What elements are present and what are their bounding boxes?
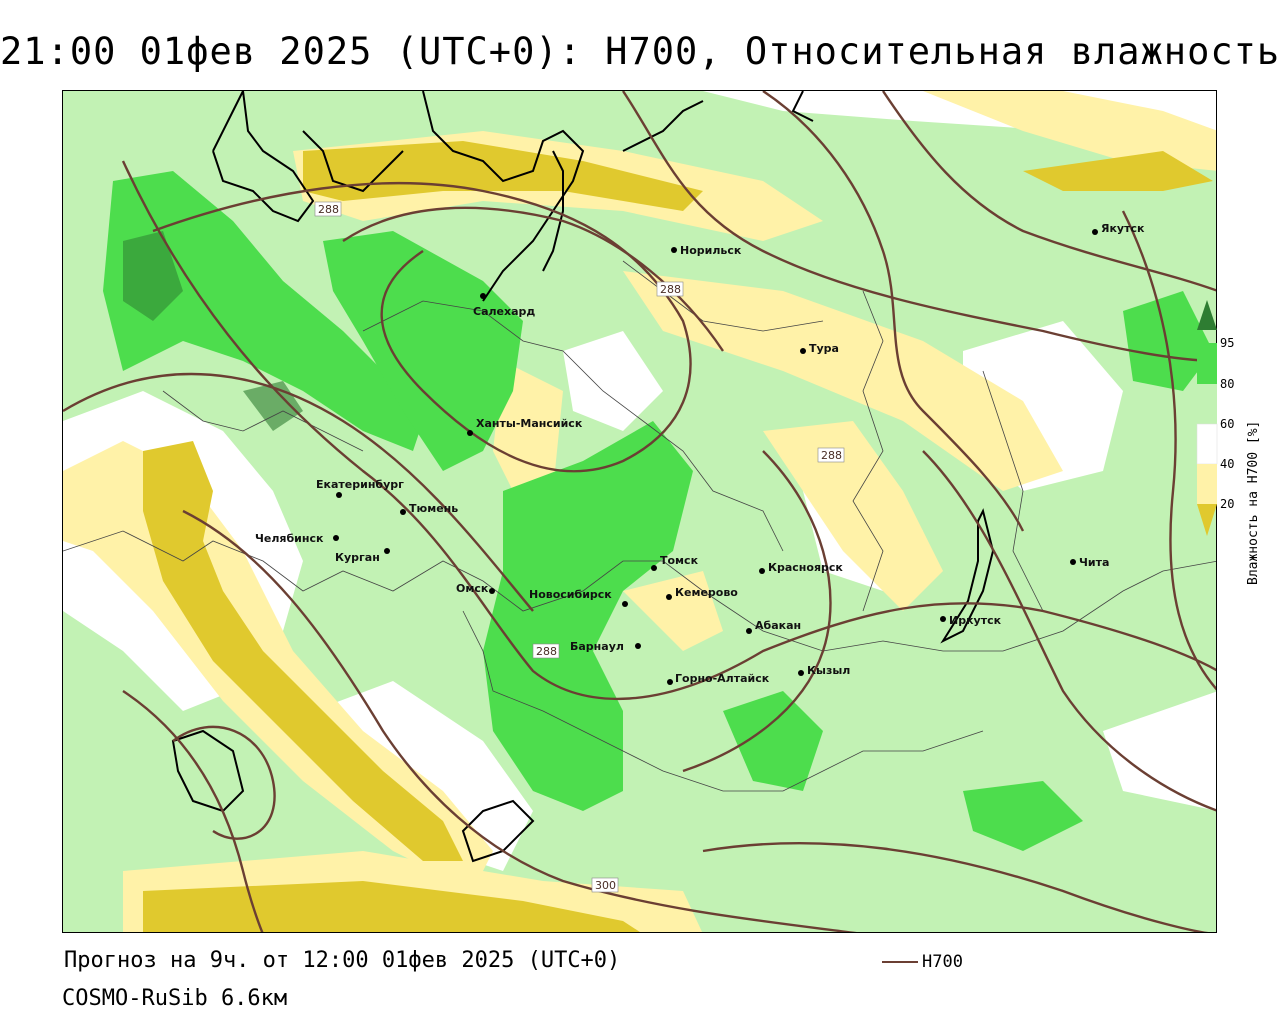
legend-swatch-80-95 bbox=[1197, 343, 1217, 384]
h700-isolines bbox=[63, 91, 1216, 932]
city-label-salekhard: Салехард bbox=[473, 305, 535, 318]
isoline-label: 300 bbox=[595, 879, 616, 892]
legend-swatch-under20 bbox=[1197, 504, 1217, 536]
city-label-irkutsk: Иркутск bbox=[949, 614, 1002, 627]
isoline-label: 288 bbox=[318, 203, 339, 216]
city-dot bbox=[759, 568, 765, 574]
city-label-yekaterinburg: Екатеринбург bbox=[316, 478, 404, 491]
city-dot bbox=[336, 492, 342, 498]
city-markers: Норильск Якутск Салехард Тура Ханты-Манс… bbox=[255, 222, 1145, 685]
city-label-chelyabinsk: Челябинск bbox=[255, 532, 324, 545]
city-dot bbox=[666, 594, 672, 600]
city-label-novosibirsk: Новосибирск bbox=[529, 588, 612, 601]
city-label-omsk: Омск bbox=[456, 582, 489, 595]
city-dot bbox=[746, 628, 752, 634]
isoline-label: 288 bbox=[536, 645, 557, 658]
isoline-label: 288 bbox=[660, 283, 681, 296]
city-label-yakutsk: Якутск bbox=[1101, 222, 1145, 235]
city-dot bbox=[651, 565, 657, 571]
city-dot bbox=[667, 679, 673, 685]
legend-tick: 20 bbox=[1220, 497, 1234, 511]
city-dot bbox=[635, 643, 641, 649]
city-label-gorno-altaysk: Горно-Алтайск bbox=[675, 672, 770, 685]
legend-swatch-60-80 bbox=[1197, 384, 1217, 424]
forecast-info: Прогноз на 9ч. от 12:00 01фев 2025 (UTC+… bbox=[64, 948, 621, 973]
model-info: COSMO-RuSib 6.6км bbox=[62, 986, 288, 1011]
isoline-legend-swatch bbox=[882, 961, 918, 963]
legend-swatch-over95 bbox=[1197, 300, 1217, 330]
city-label-tomsk: Томск bbox=[660, 554, 699, 567]
region-borders bbox=[63, 260, 1216, 792]
isoline-labels: 288 288 288 288 300 bbox=[314, 201, 845, 893]
city-label-kyzyl: Кызыл bbox=[807, 664, 850, 677]
city-dot bbox=[480, 293, 486, 299]
legend-tick: 80 bbox=[1220, 377, 1234, 391]
city-dot bbox=[671, 247, 677, 253]
isoline-label: 288 bbox=[821, 449, 842, 462]
humidity-fill bbox=[63, 91, 1216, 932]
city-label-kurgan: Курган bbox=[335, 551, 380, 564]
isoline-legend-label: H700 bbox=[922, 952, 963, 972]
city-label-norilsk: Норильск bbox=[680, 244, 742, 257]
city-label-khanty-mansiysk: Ханты-Мансийск bbox=[476, 417, 583, 430]
city-dot bbox=[400, 509, 406, 515]
city-dot bbox=[940, 616, 946, 622]
map-area[interactable]: 288 288 288 288 300 Норильск Якутск Сале… bbox=[62, 90, 1217, 933]
page-title: 21:00 01фев 2025 (UTC+0): H700, Относите… bbox=[0, 30, 1280, 73]
humidity-map: 288 288 288 288 300 Норильск Якутск Сале… bbox=[63, 91, 1216, 932]
city-dot bbox=[1092, 229, 1098, 235]
city-label-kemerovo: Кемерово bbox=[675, 586, 738, 599]
legend-swatch-20-40 bbox=[1197, 464, 1217, 504]
legend-tick: 95 bbox=[1220, 336, 1234, 350]
legend-swatch-40-60 bbox=[1196, 423, 1218, 465]
legend-tick: 60 bbox=[1220, 417, 1234, 431]
legend-tick: 40 bbox=[1220, 457, 1234, 471]
city-label-tyumen: Тюмень bbox=[409, 502, 458, 515]
city-dot bbox=[489, 588, 495, 594]
city-label-tura: Тура bbox=[809, 342, 839, 355]
city-dot bbox=[622, 601, 628, 607]
city-dot bbox=[1070, 559, 1076, 565]
city-label-abakan: Абакан bbox=[755, 619, 801, 632]
humidity-legend: 95 80 60 40 20 bbox=[1196, 300, 1234, 536]
city-dot bbox=[467, 430, 473, 436]
city-dot bbox=[333, 535, 339, 541]
city-dot bbox=[800, 348, 806, 354]
legend-title: Влажность на H700 [%] bbox=[1246, 420, 1261, 585]
city-dot bbox=[798, 670, 804, 676]
city-label-chita: Чита bbox=[1079, 556, 1109, 569]
city-label-krasnoyarsk: Красноярск bbox=[768, 561, 843, 574]
isoline-legend: H700 bbox=[882, 952, 963, 972]
city-label-barnaul: Барнаул bbox=[570, 640, 624, 653]
city-dot bbox=[384, 548, 390, 554]
